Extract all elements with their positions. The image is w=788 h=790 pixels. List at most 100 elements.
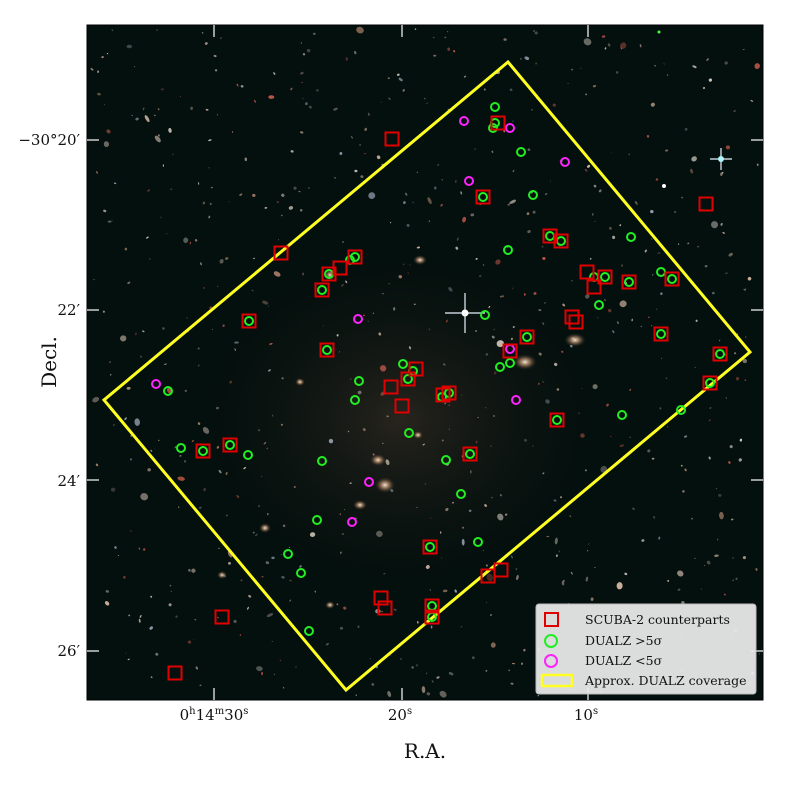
dualz-high-marker	[354, 376, 364, 386]
dualz-high-marker	[473, 537, 483, 547]
coverage-legend-marker	[540, 673, 574, 688]
dualz-high-marker	[398, 359, 408, 369]
x-tick-label: 10s	[574, 706, 598, 724]
dualz-high-marker	[198, 446, 208, 456]
scuba-marker	[441, 385, 457, 401]
dualz-coverage-outline	[101, 59, 753, 693]
scuba-marker	[314, 282, 330, 298]
dualz-high-marker	[676, 405, 686, 415]
scuba-marker	[542, 228, 558, 244]
dualz-high-marker	[552, 415, 562, 425]
dualz-high-marker	[456, 489, 466, 499]
scuba-marker	[408, 361, 424, 377]
scuba-marker	[519, 329, 535, 345]
dualz-high-marker	[304, 626, 314, 636]
scuba-marker	[222, 437, 238, 453]
low-legend-marker	[544, 654, 558, 668]
y-tick-label: −30°20′	[18, 131, 80, 149]
dualz-high-marker	[626, 232, 636, 242]
scuba-marker	[424, 609, 440, 625]
x-tick-label: 0h14m30s	[180, 706, 249, 724]
y-tick-label: 26′	[58, 642, 81, 660]
dualz-high-marker	[488, 123, 498, 133]
scuba-marker	[475, 189, 491, 205]
scuba-marker	[586, 279, 602, 295]
dualz-high-marker	[522, 332, 532, 342]
dualz-high-marker	[317, 456, 327, 466]
dualz-high-marker	[715, 349, 725, 359]
coverage-legend-label: Approx. DUALZ coverage	[584, 673, 747, 688]
dualz-high-marker	[528, 190, 538, 200]
legend: SCUBA-2 counterparts DUALZ >5σ DUALZ <5σ…	[535, 603, 757, 695]
dualz-low-marker	[560, 157, 570, 167]
scuba-marker	[490, 115, 506, 131]
dualz-high-marker	[441, 455, 451, 465]
dualz-high-marker	[296, 568, 306, 578]
dualz-high-marker	[350, 395, 360, 405]
dualz-high-marker	[490, 102, 500, 112]
dualz-low-marker	[459, 116, 469, 126]
dualz-high-marker	[480, 310, 490, 320]
scuba-legend-label: SCUBA-2 counterparts	[585, 612, 730, 627]
scuba-marker	[502, 343, 518, 359]
scuba-marker	[394, 398, 410, 414]
dualz-low-marker	[151, 379, 161, 389]
scuba-marker	[702, 375, 718, 391]
dualz-high-marker	[322, 345, 332, 355]
x-tick-label: 20s	[388, 706, 412, 724]
scuba-marker	[321, 266, 337, 282]
y-tick-label: 24′	[58, 472, 81, 490]
dualz-low-marker	[505, 123, 515, 133]
scuba-marker	[698, 196, 714, 212]
scuba-marker	[653, 326, 669, 342]
dualz-high-marker	[624, 277, 634, 287]
scuba-marker	[579, 264, 595, 280]
dualz-high-marker	[600, 272, 610, 282]
scuba-marker	[377, 600, 393, 616]
dualz-high-marker	[225, 440, 235, 450]
scuba-marker	[462, 446, 478, 462]
dualz-high-marker	[283, 549, 293, 559]
scuba-marker	[422, 539, 438, 555]
scuba-marker	[664, 271, 680, 287]
scuba-marker	[568, 314, 584, 330]
scuba-marker	[167, 665, 183, 681]
high-legend-label: DUALZ >5σ	[585, 633, 663, 648]
dualz-low-marker	[364, 477, 374, 487]
dualz-high-marker	[516, 147, 526, 157]
dualz-high-marker	[244, 316, 254, 326]
dualz-high-marker	[465, 449, 475, 459]
dualz-high-marker	[705, 378, 715, 388]
scuba-marker	[597, 269, 613, 285]
scuba-markers	[167, 115, 728, 681]
dualz-high-marker	[478, 192, 488, 202]
scuba-marker	[621, 274, 637, 290]
high-legend-marker	[544, 634, 558, 648]
dualz-high-marker	[617, 410, 627, 420]
scuba-marker	[400, 371, 416, 387]
low-legend-label: DUALZ <5σ	[585, 653, 663, 668]
scuba-marker	[273, 245, 289, 261]
scuba-marker	[480, 568, 496, 584]
dualz-high-marker	[176, 443, 186, 453]
scuba-marker	[373, 590, 389, 606]
galaxy-field	[90, 26, 761, 698]
dualz-high-marker	[667, 274, 677, 284]
scuba-marker	[383, 379, 399, 395]
dualz-high-marker	[312, 515, 322, 525]
scuba-marker	[319, 342, 335, 358]
dualz-low-marker	[464, 176, 474, 186]
dualz-high-marker	[495, 362, 505, 372]
y-axis-title: Decl.	[37, 336, 61, 388]
dualz-low-marker	[347, 517, 357, 527]
scuba-marker	[347, 249, 363, 265]
dualz-high-marker	[425, 542, 435, 552]
scuba-marker	[214, 609, 230, 625]
scuba-marker	[195, 443, 211, 459]
scuba-marker	[549, 412, 565, 428]
scuba-marker	[424, 598, 440, 614]
dualz-high-marker	[403, 374, 413, 384]
scuba-marker	[564, 309, 580, 325]
dualz-high-marker	[317, 285, 327, 295]
scuba-legend-marker	[544, 612, 559, 627]
